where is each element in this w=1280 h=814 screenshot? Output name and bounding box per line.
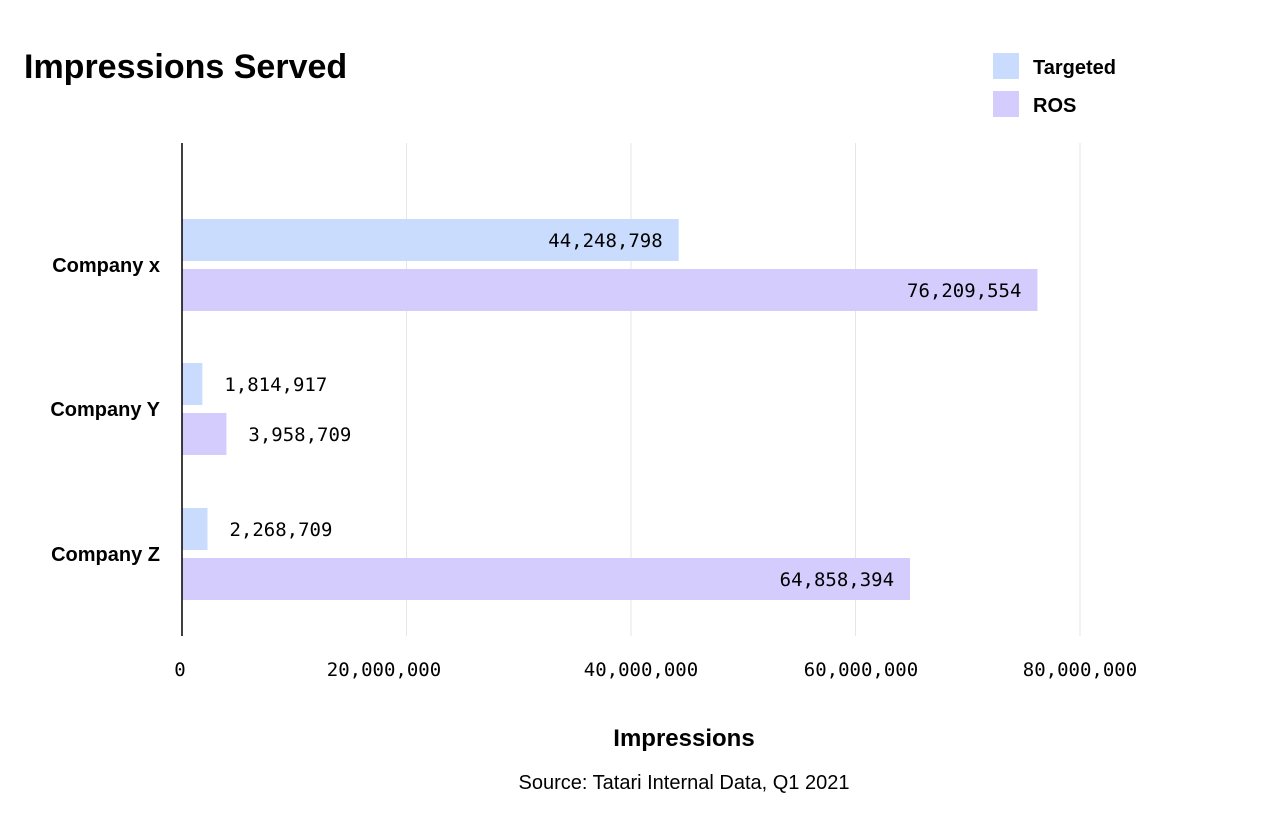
data-label: 76,209,554 <box>907 280 1021 302</box>
x-tick-label: 0 <box>174 659 185 681</box>
bar-ros <box>182 413 227 455</box>
legend-swatch-ros <box>993 91 1019 117</box>
legend-label-ros: ROS <box>1033 95 1076 117</box>
data-label: 1,814,917 <box>224 374 327 396</box>
x-tick-labels: 0 20,000,000 40,000,000 60,000,000 80,000,00… <box>174 659 1137 681</box>
data-label: 44,248,798 <box>548 230 662 252</box>
chart-title: Impressions Served <box>24 48 347 86</box>
x-tick-label: 60,000,000 <box>804 659 918 681</box>
category-label: Company Z <box>51 544 160 566</box>
data-label: 64,858,394 <box>780 569 894 591</box>
source-note: Source: Tatari Internal Data, Q1 2021 <box>519 772 850 794</box>
x-tick-label: 20,000,000 <box>327 659 441 681</box>
bars <box>182 219 1038 600</box>
x-tick-label: 40,000,000 <box>584 659 698 681</box>
bar-ros <box>182 269 1038 311</box>
legend-swatch-targeted <box>993 53 1019 79</box>
category-label: Company Y <box>50 399 160 421</box>
category-label: Company x <box>52 255 160 277</box>
data-label: 2,268,709 <box>229 519 332 541</box>
value-labels: 44,248,798 76,209,554 1,814,917 3,958,709 2,… <box>224 230 1021 591</box>
bar-targeted <box>182 508 208 550</box>
bar-targeted <box>182 363 203 405</box>
bar-targeted <box>182 219 679 261</box>
x-axis-title: Impressions <box>613 725 754 752</box>
x-tick-label: 80,000,000 <box>1023 659 1137 681</box>
category-labels: Company x Company Y Company Z <box>50 255 160 566</box>
legend-label-targeted: Targeted <box>1033 57 1116 79</box>
bar-ros <box>182 558 911 600</box>
data-label: 3,958,709 <box>248 424 351 446</box>
legend: Targeted ROS <box>993 53 1116 117</box>
